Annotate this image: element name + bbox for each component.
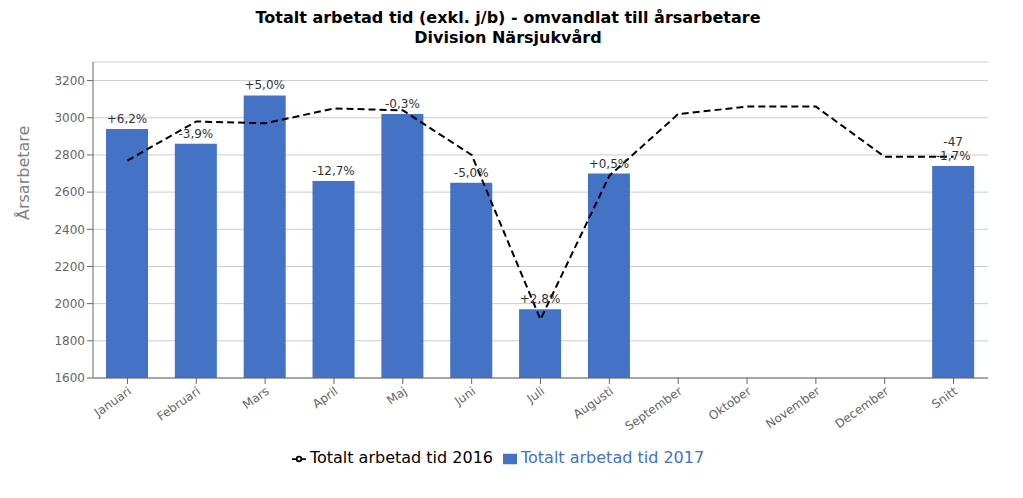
svg-text:November: November — [763, 384, 822, 431]
svg-text:Juni: Juni — [451, 384, 478, 409]
html-text:Totalt arbetad tid (exkl. j/b): Totalt arbetad tid (exkl. j/b) - omvandl… — [255, 8, 761, 27]
svg-text:-12,7%: -12,7% — [312, 164, 354, 178]
svg-text:3200: 3200 — [54, 74, 85, 88]
svg-text:-47: -47 — [943, 135, 963, 149]
svg-text:+5,0%: +5,0% — [244, 78, 285, 92]
svg-text:Augusti: Augusti — [571, 384, 616, 421]
svg-text:2600: 2600 — [54, 185, 85, 199]
svg-text:+0,5%: +0,5% — [589, 157, 630, 171]
svg-text:April: April — [310, 384, 341, 411]
svg-text:Snitt: Snitt — [929, 384, 960, 412]
svg-text:1800: 1800 — [54, 334, 85, 348]
html-text:Division Närsjukvård: Division Närsjukvård — [414, 28, 602, 47]
svg-text:Maj: Maj — [384, 384, 409, 408]
svg-text:Oktober: Oktober — [706, 384, 754, 423]
svg-text:2000: 2000 — [54, 297, 85, 311]
svg-text:Årsarbetare: Årsarbetare — [14, 126, 33, 220]
svg-text:+2,8%: +2,8% — [520, 292, 561, 306]
svg-text:2400: 2400 — [54, 223, 85, 237]
svg-text:-3,9%: -3,9% — [178, 127, 213, 141]
svg-text:-1,7%: -1,7% — [936, 149, 971, 163]
svg-text:Februari: Februari — [154, 384, 203, 424]
svg-text:Juli: Juli — [524, 384, 547, 406]
html-text:Totalt arbetad tid 2016: Totalt arbetad tid 2016 — [309, 448, 493, 467]
svg-text:2200: 2200 — [54, 260, 85, 274]
svg-text:-5,0%: -5,0% — [454, 166, 489, 180]
svg-text:2800: 2800 — [54, 148, 85, 162]
svg-text:Januari: Januari — [91, 384, 134, 420]
svg-text:-0,3%: -0,3% — [385, 97, 420, 111]
svg-text:Mars: Mars — [240, 384, 272, 412]
svg-text:September: September — [622, 384, 684, 434]
svg-text:+6,2%: +6,2% — [107, 112, 148, 126]
html-text:Totalt arbetad tid 2017: Totalt arbetad tid 2017 — [521, 448, 705, 467]
svg-text:1600: 1600 — [54, 371, 85, 385]
svg-text:3000: 3000 — [54, 111, 85, 125]
svg-text:December: December — [832, 384, 891, 431]
